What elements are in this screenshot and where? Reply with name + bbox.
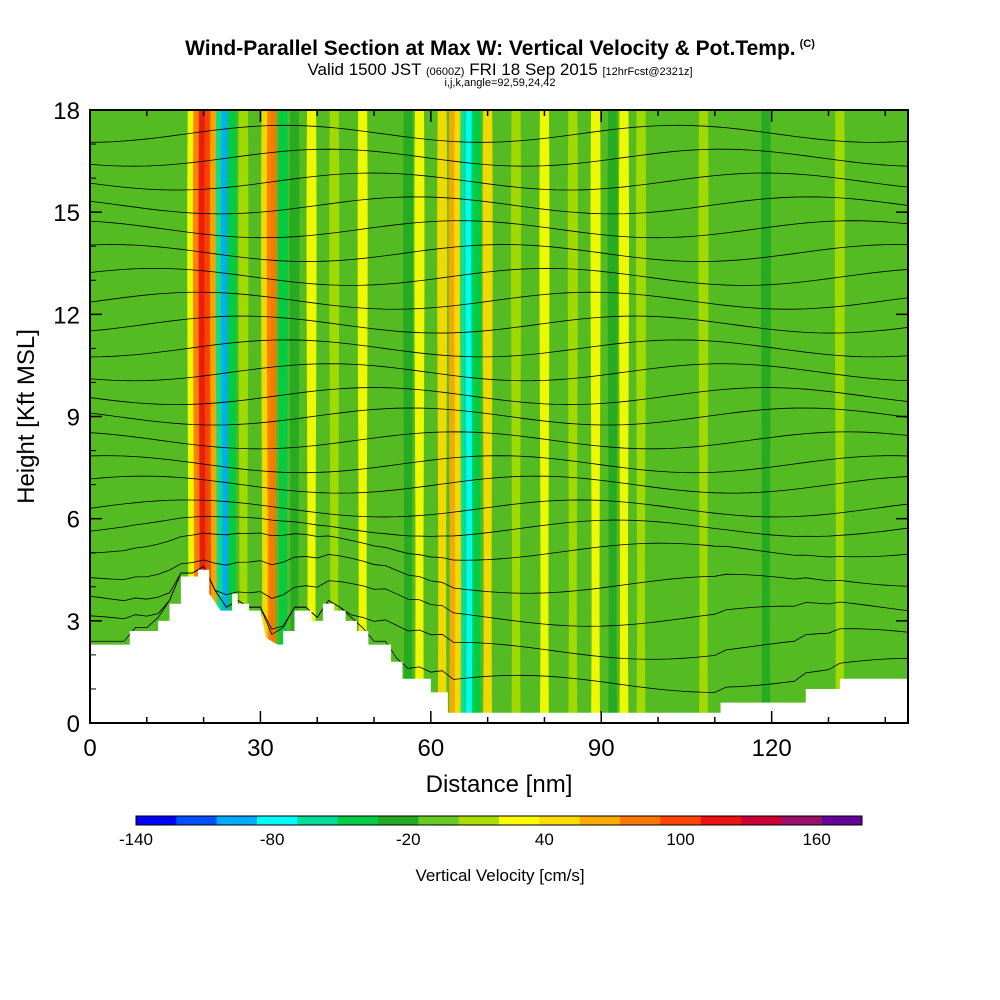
x-tick-label: 30: [247, 735, 274, 762]
theta-contours: [90, 124, 908, 693]
colorbar-swatch: [700, 816, 742, 825]
colorbar-swatch: [458, 816, 500, 825]
colorbar-swatch: [741, 816, 782, 825]
theta-contour-line: [90, 455, 908, 474]
velocity-band: [266, 110, 277, 723]
x-tick-label: 90: [588, 735, 615, 762]
colorbar-swatch: [378, 816, 419, 825]
velocity-band: [482, 110, 493, 723]
velocity-band: [226, 110, 238, 723]
theta-contour-line: [90, 363, 908, 382]
theta-contour-line: [90, 407, 908, 426]
y-axis-label: Height [Kft MSL]: [13, 329, 40, 504]
valid-utc: (0600Z): [425, 66, 465, 78]
valid-time: Valid 1500 JST: [307, 60, 422, 79]
colorbar-swatch: [257, 816, 298, 825]
colorbar-tick-label: -20: [396, 830, 421, 849]
velocity-band: [567, 110, 578, 723]
theta-contour-line: [90, 148, 908, 167]
colorbar-label: Vertical Velocity [cm/s]: [415, 866, 584, 885]
velocity-band: [357, 110, 368, 723]
velocity-band: [278, 110, 289, 723]
y-tick-label: 6: [67, 507, 80, 534]
theta-contour-line: [90, 499, 908, 518]
forecast-info: [12hrFcst@2321z]: [602, 66, 693, 78]
colorbar-swatch: [781, 816, 822, 825]
theta-contour-line: [90, 196, 908, 215]
velocity-band: [618, 110, 629, 723]
y-tick-label: 18: [53, 98, 80, 125]
velocity-band: [834, 110, 845, 723]
velocity-band: [403, 110, 414, 723]
velocity-band: [590, 110, 601, 723]
x-tick-label: 60: [417, 735, 444, 762]
terrain-mask: [90, 569, 908, 723]
colorbar-swatch: [660, 816, 701, 825]
y-tick-label: 12: [53, 302, 80, 329]
x-tick-label: 0: [83, 735, 96, 762]
colorbar-tick-label: 160: [802, 830, 830, 849]
theta-contour-line: [90, 267, 908, 286]
colorbar-tick-label: -140: [119, 830, 153, 849]
colorbar-swatch: [821, 816, 863, 825]
theta-contour-line: [90, 244, 908, 262]
copyright-mark: (C): [799, 38, 815, 50]
colorbar-swatch: [620, 816, 661, 825]
chart-title-text: Wind-Parallel Section at Max W: Vertical…: [185, 37, 796, 60]
theta-contour-line: [90, 339, 908, 358]
colorbar-frame: [135, 815, 863, 826]
velocity-band: [437, 110, 448, 723]
chart-title: Wind-Parallel Section at Max W: Vertical…: [0, 37, 1000, 61]
colorbar-swatch: [216, 816, 258, 825]
colorbar: -140 -80 -20 40 100 160 Vertical Velocity [cm/…: [119, 815, 863, 885]
theta-contour-line: [90, 515, 908, 537]
velocity-band: [329, 110, 340, 723]
grid-indices: i,j,k,angle=92,59,24,42: [444, 77, 556, 89]
theta-contour-line: [90, 220, 908, 239]
colorbar-swatch: [539, 816, 580, 825]
x-tick-label: 120: [752, 735, 792, 762]
velocity-band: [414, 110, 425, 723]
velocity-band: [289, 110, 300, 723]
colorbar-swatch: [176, 816, 217, 825]
colorbar-tick-label: 100: [666, 830, 694, 849]
colorbar-swatch: [418, 816, 459, 825]
velocity-band: [471, 110, 482, 723]
x-axis-label: Distance [nm]: [426, 771, 573, 798]
y-tick-label: 15: [53, 200, 80, 227]
theta-contour-line: [90, 554, 908, 594]
theta-contour-line: [90, 315, 908, 334]
theta-contour-line: [90, 172, 908, 191]
velocity-band: [238, 110, 249, 723]
velocity-band: [539, 110, 550, 723]
theta-contour-line: [90, 475, 908, 494]
theta-contour-line: [90, 291, 908, 310]
theta-contour-line: [90, 565, 908, 660]
colorbar-swatch: [297, 816, 338, 825]
velocity-band: [511, 110, 522, 723]
theta-contour-line: [90, 124, 908, 143]
theta-contour-line: [90, 387, 908, 405]
colorbar-swatch: [499, 816, 540, 825]
y-tick-label: 9: [67, 405, 80, 432]
colorbar-tick-label: -80: [260, 830, 285, 849]
colorbar-swatch: [579, 816, 621, 825]
velocity-band: [607, 110, 618, 723]
chart-subtitle: Valid 1500 JST (0600Z) FRI 18 Sep 2015 […: [0, 60, 1000, 80]
y-tick-label: 3: [67, 609, 80, 636]
theta-contour-line: [90, 532, 908, 561]
y-tick-label: 0: [67, 711, 80, 738]
theta-contour-line: [90, 431, 908, 450]
colorbar-tick-label: 40: [535, 830, 554, 849]
colorbar-swatch: [337, 816, 379, 825]
valid-date: FRI 18 Sep 2015: [469, 60, 598, 79]
colorbar-swatch: [136, 816, 177, 825]
velocity-band: [635, 110, 647, 723]
theta-contour-line: [90, 565, 908, 627]
velocity-band: [760, 110, 772, 723]
